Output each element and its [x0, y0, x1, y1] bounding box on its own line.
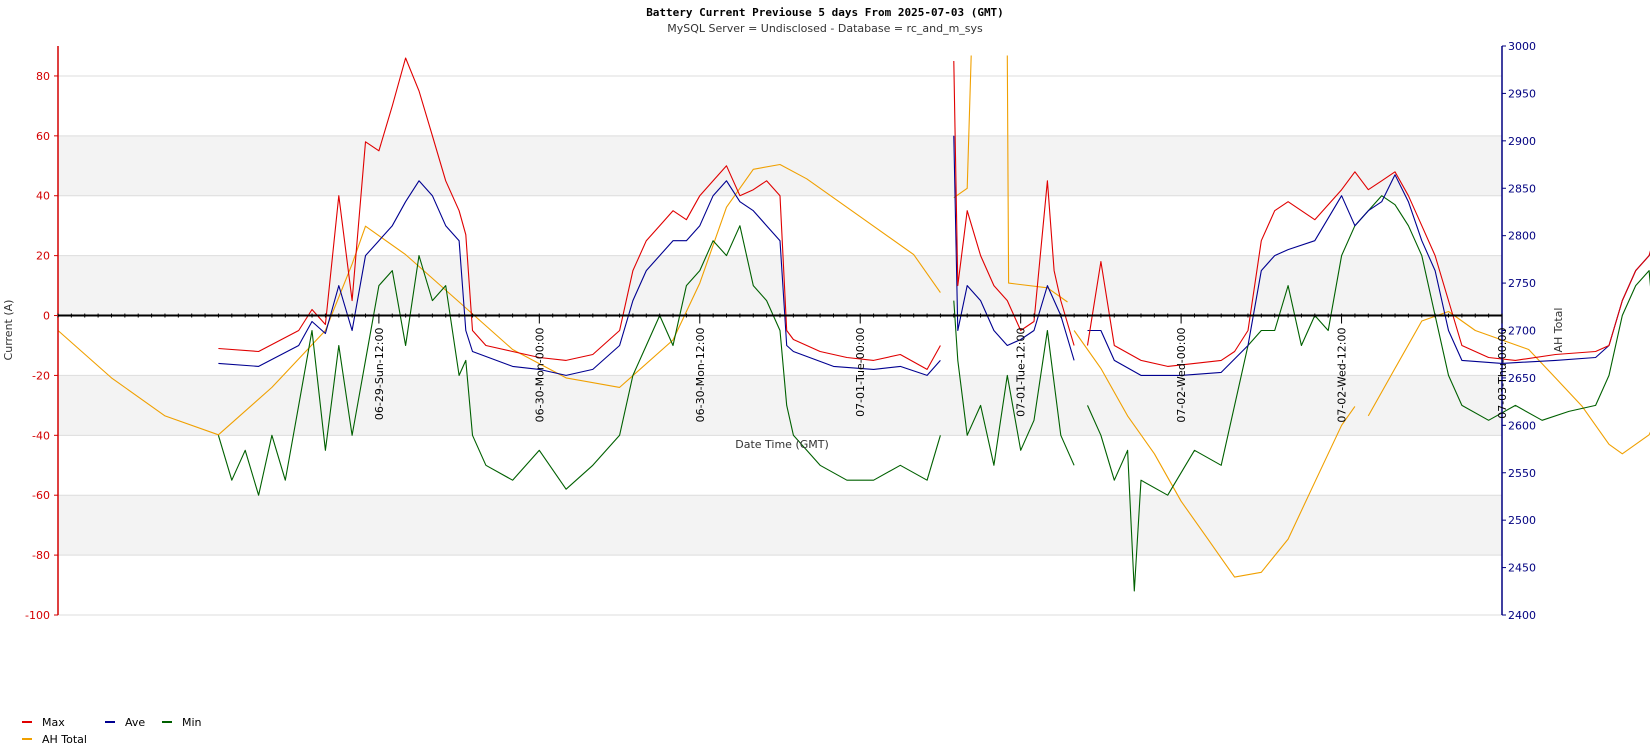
y2-tick-label: 2550 [1508, 467, 1536, 480]
y2-tick-label: 2600 [1508, 419, 1536, 432]
x-axis-ticks: 06-29-Sun-12:00 06-30-Mon-00:00 06-30-Mon-… [373, 315, 1509, 423]
y-tick-label: 60 [36, 130, 50, 143]
x-tick-label: 06-30-Mon-12:00 [694, 328, 707, 423]
y2-tick-label: 2950 [1508, 87, 1536, 100]
y-tick-label: -100 [25, 609, 50, 622]
plot-band [58, 255, 1502, 316]
y-tick-label: 20 [36, 250, 50, 263]
legend-item: Min [162, 716, 202, 729]
y2-tick-label: 2650 [1508, 372, 1536, 385]
y-tick-label: 0 [43, 310, 50, 323]
chart-title: Battery Current Previouse 5 days From 20… [646, 6, 1004, 19]
y-tick-label: -80 [32, 549, 50, 562]
legend-label: Min [182, 716, 202, 729]
series-max [218, 57, 1650, 370]
series-ave [218, 135, 1650, 376]
y2-tick-label: 2800 [1508, 230, 1536, 243]
axes: -100 -80 -60 -40 -20 0 20 40 60 80 2400 2450 2500 255… [25, 40, 1536, 622]
legend-item: Ave [105, 716, 145, 729]
legend-label: Max [42, 716, 65, 729]
x-tick-label: 07-02-Wed-00:00 [1175, 328, 1188, 423]
y2-tick-label: 2900 [1508, 135, 1536, 148]
y2-axis-label: AH Total [1552, 308, 1565, 353]
y-tick-label: -20 [32, 369, 50, 382]
legend: Max Ave Min AH Total [22, 716, 202, 746]
legend-label: Ave [125, 716, 145, 729]
y2-tick-label: 2400 [1508, 609, 1536, 622]
legend-item: AH Total [22, 733, 87, 746]
y2-tick-label: 3000 [1508, 40, 1536, 53]
plot-bands [58, 46, 1502, 556]
y-tick-label: 40 [36, 190, 50, 203]
x-axis-label: Date Time (GMT) [735, 438, 829, 451]
series-line [57, 55, 1650, 578]
legend-item: Max [22, 716, 65, 729]
plot-band [58, 135, 1502, 196]
y-tick-label: -60 [32, 489, 50, 502]
plot-band [58, 46, 1502, 76]
y2-tick-label: 2850 [1508, 182, 1536, 195]
series-line [218, 135, 1650, 376]
y2-tick-label: 2750 [1508, 277, 1536, 290]
y2-tick-label: 2500 [1508, 514, 1536, 527]
y-tick-label: -40 [32, 429, 50, 442]
y-tick-label: 80 [36, 70, 50, 83]
y2-tick-label: 2450 [1508, 562, 1536, 575]
x-tick-label: 07-03-Thu-00:00 [1496, 328, 1509, 419]
x-tick-label: 07-01-Tue-00:00 [854, 328, 867, 417]
series-line [218, 57, 1650, 370]
series-layer [57, 55, 1650, 592]
chart-subtitle: MySQL Server = Undisclosed - Database = … [667, 22, 983, 35]
x-tick-label: 06-30-Mon-00:00 [533, 328, 546, 423]
y-axis-label: Current (A) [2, 300, 15, 361]
x-tick-label: 07-01-Tue-12:00 [1015, 328, 1028, 417]
series-ah-total [57, 55, 1650, 578]
x-tick-label: 06-29-Sun-12:00 [373, 328, 386, 421]
legend-label: AH Total [42, 733, 87, 746]
x-tick-label: 07-02-Wed-12:00 [1336, 328, 1349, 423]
y2-tick-label: 2700 [1508, 325, 1536, 338]
plot-band [58, 495, 1502, 556]
